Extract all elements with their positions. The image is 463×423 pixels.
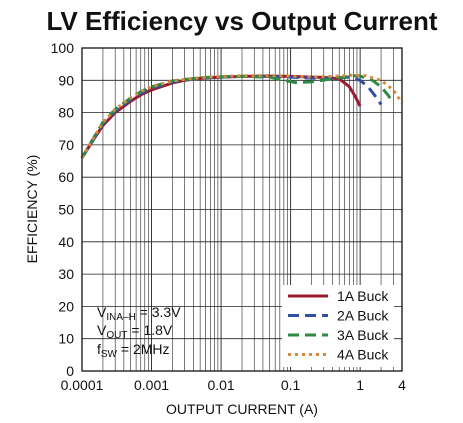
annotation-1: VINA–H = 3.3V (97, 304, 181, 323)
y-tick-label: 90 (58, 72, 74, 88)
series-line-4a-buck (80, 73, 404, 159)
y-tick-labels: 0 10 20 30 40 50 60 70 80 90 100 (51, 40, 75, 379)
plot-frame (81, 47, 403, 372)
y-tick-label: 40 (58, 234, 74, 250)
series-lines (80, 73, 404, 159)
x-tick-label: 0.001 (134, 377, 169, 393)
legend-label-1: 1A Buck (337, 288, 389, 304)
y-tick-label: 100 (51, 40, 75, 56)
y-tick-label: 0 (66, 363, 74, 379)
annotation-2: VOUT = 1.8V (97, 322, 173, 341)
chart-title: LV Efficiency vs Output Current (46, 6, 437, 36)
y-tick-label: 10 (58, 331, 74, 347)
x-tick-label: 0.1 (281, 377, 301, 393)
x-tick-label: 0.01 (207, 377, 234, 393)
x-tick-labels: 0.0001 0.001 0.01 0.1 1 4 (61, 377, 407, 393)
series-line-1a-buck (80, 74, 362, 159)
x-tick-label: 4 (398, 377, 406, 393)
y-tick-label: 50 (58, 202, 74, 218)
x-axis-label: OUTPUT CURRENT (A) (166, 401, 318, 417)
legend-label-4: 4A Buck (337, 347, 389, 363)
legend-label-2: 2A Buck (337, 308, 389, 324)
y-tick-label: 70 (58, 137, 74, 153)
x-tick-label: 0.0001 (61, 377, 104, 393)
series-line-3a-buck (80, 74, 395, 159)
y-axis-label: EFFICIENCY (%) (24, 155, 40, 264)
annotation-3: fSW = 2MHz (97, 341, 170, 360)
y-tick-label: 30 (58, 266, 74, 282)
legend: 1A Buck 2A Buck 3A Buck 4A Buck (282, 285, 394, 367)
legend-label-3: 3A Buck (337, 327, 389, 343)
y-tick-label: 80 (58, 105, 74, 121)
y-tick-label: 20 (58, 298, 74, 314)
series-line-2a-buck (80, 74, 383, 159)
y-tick-label: 60 (58, 169, 74, 185)
legend-box (282, 285, 394, 367)
x-tick-label: 1 (356, 377, 364, 393)
